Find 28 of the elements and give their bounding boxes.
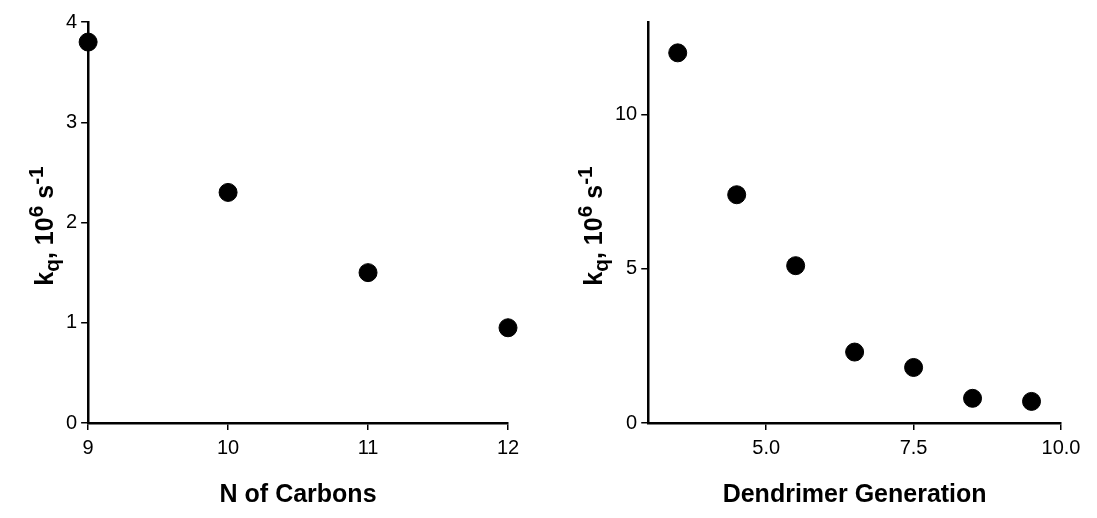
point: [358, 263, 378, 283]
x-tick-label: 12: [496, 435, 520, 458]
y-tick-label: 3: [66, 109, 78, 132]
y-tick-label: 4: [66, 9, 78, 32]
point: [727, 185, 747, 205]
x-axis-title: N of Carbons: [219, 478, 377, 507]
y-tick-label: 10: [615, 102, 638, 125]
y-tick-label: 2: [66, 210, 78, 233]
x-axis-title: Dendrimer Generation: [722, 478, 987, 507]
x-tick-label: 5.0: [752, 435, 781, 458]
point: [963, 388, 983, 408]
x-tick-label: 9: [82, 435, 94, 458]
y-tick-label: 5: [626, 256, 638, 279]
y-tick-label: 0: [66, 410, 78, 433]
x-tick-label: 10: [216, 435, 240, 458]
y-tick-label: 1: [66, 310, 78, 333]
point: [78, 32, 98, 52]
point: [786, 256, 806, 276]
point: [1022, 391, 1042, 411]
x-tick-label: 10.0: [1041, 435, 1081, 458]
x-tick-label: 11: [357, 435, 379, 458]
point: [845, 342, 865, 362]
point: [498, 318, 518, 338]
point: [218, 182, 238, 202]
point: [904, 357, 924, 377]
y-tick-label: 0: [626, 410, 638, 433]
x-tick-label: 7.5: [899, 435, 928, 458]
point: [668, 43, 688, 63]
